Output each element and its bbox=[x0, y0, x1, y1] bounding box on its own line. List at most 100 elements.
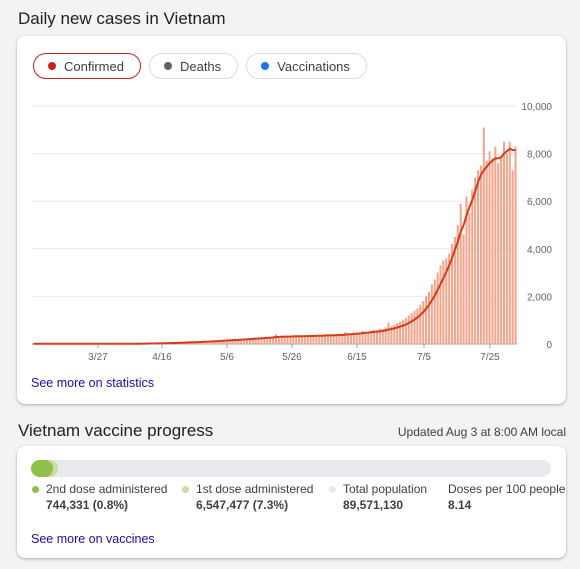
bar bbox=[277, 337, 280, 344]
bar bbox=[404, 317, 407, 344]
bar bbox=[367, 332, 370, 344]
bar bbox=[228, 339, 231, 344]
bar bbox=[338, 334, 341, 344]
bar bbox=[315, 334, 318, 344]
x-tick-label: 5/6 bbox=[220, 352, 234, 363]
bar bbox=[202, 341, 205, 344]
bar bbox=[237, 339, 240, 344]
bar bbox=[462, 234, 465, 344]
cases-chart[interactable]: 10,000 8,000 6,000 4,000 2,000 0 3/27 4/16 5/6 5/… bbox=[17, 98, 566, 368]
vaccines-link[interactable]: See more on vaccines bbox=[31, 532, 155, 546]
legend-first-dose-label: 1st dose administered bbox=[196, 482, 314, 496]
bar bbox=[433, 279, 436, 344]
tab-vaccinations-label: Vaccinations bbox=[277, 58, 350, 74]
vaccine-progress-bar bbox=[31, 460, 551, 477]
bar bbox=[393, 324, 396, 344]
bar bbox=[214, 340, 217, 344]
bar bbox=[321, 335, 324, 344]
bar bbox=[283, 336, 286, 344]
bar bbox=[352, 332, 355, 344]
bar bbox=[269, 338, 272, 344]
x-tick-label: 6/15 bbox=[347, 352, 367, 363]
bar bbox=[303, 335, 306, 344]
legend-second-dose: 2nd dose administered 744,331 (0.8%) bbox=[32, 482, 167, 512]
bar bbox=[344, 332, 347, 344]
bar bbox=[390, 326, 393, 344]
bar bbox=[347, 333, 350, 344]
bar bbox=[272, 336, 275, 344]
bar bbox=[295, 336, 298, 344]
bar bbox=[222, 340, 225, 344]
bar bbox=[471, 189, 474, 344]
tab-deaths-label: Deaths bbox=[179, 58, 222, 74]
bar bbox=[482, 127, 485, 344]
bar bbox=[491, 158, 494, 344]
bar bbox=[251, 338, 254, 344]
legend-second-dose-value: 744,331 (0.8%) bbox=[46, 498, 129, 512]
bar bbox=[375, 330, 378, 344]
bar bbox=[286, 336, 289, 344]
bar bbox=[309, 335, 312, 344]
metric-tabs: Confirmed Deaths Vaccinations bbox=[33, 53, 367, 79]
population-dot-icon bbox=[329, 485, 336, 493]
bar bbox=[399, 321, 402, 344]
legend-doses-per-100: Doses per 100 people 8.14 bbox=[448, 482, 565, 512]
bar bbox=[439, 265, 442, 344]
y-tick-label: 0 bbox=[546, 340, 552, 351]
bar bbox=[427, 291, 430, 344]
cases-card: Confirmed Deaths Vaccinations 10,000 8,00… bbox=[17, 36, 566, 404]
bar bbox=[413, 310, 416, 344]
bar bbox=[453, 236, 456, 344]
bar bbox=[240, 339, 243, 344]
bar bbox=[511, 170, 514, 344]
bar bbox=[401, 320, 404, 344]
tab-vaccinations[interactable]: Vaccinations bbox=[246, 53, 367, 79]
bar bbox=[298, 336, 301, 344]
tab-deaths[interactable]: Deaths bbox=[148, 53, 239, 79]
deaths-dot-icon bbox=[163, 62, 172, 70]
bar bbox=[468, 213, 471, 344]
bar bbox=[387, 322, 390, 344]
bar bbox=[254, 337, 257, 344]
vaccine-section-title: Vietnam vaccine progress bbox=[18, 421, 214, 440]
tab-confirmed[interactable]: Confirmed bbox=[33, 53, 141, 79]
bar bbox=[456, 225, 459, 344]
y-tick-label: 4,000 bbox=[527, 245, 552, 256]
first-dose-dot-icon bbox=[182, 485, 189, 493]
y-tick-label: 2,000 bbox=[527, 292, 552, 303]
bar bbox=[445, 258, 448, 344]
cases-section-title: Daily new cases in Vietnam bbox=[18, 9, 226, 28]
bar bbox=[292, 335, 295, 344]
bar bbox=[211, 340, 214, 344]
vaccinations-dot-icon bbox=[261, 62, 270, 70]
vaccine-card: 2nd dose administered 744,331 (0.8%) 1st… bbox=[17, 446, 566, 558]
bar bbox=[448, 253, 451, 344]
bar bbox=[500, 155, 503, 344]
bar bbox=[349, 333, 353, 344]
bar bbox=[248, 339, 251, 344]
statistics-link[interactable]: See more on statistics bbox=[31, 376, 154, 390]
bar bbox=[430, 284, 433, 344]
bar bbox=[318, 335, 321, 344]
bar bbox=[220, 340, 223, 344]
legend-population-value: 89,571,130 bbox=[343, 498, 404, 512]
bar bbox=[324, 334, 327, 344]
x-tick-label: 5/26 bbox=[282, 352, 302, 363]
bar bbox=[502, 141, 506, 344]
bar bbox=[257, 338, 260, 344]
bar bbox=[329, 334, 332, 344]
second-dose-dot-icon bbox=[32, 485, 39, 493]
bar bbox=[225, 340, 228, 344]
bar bbox=[497, 163, 500, 344]
x-tick-label: 3/27 bbox=[88, 352, 108, 363]
bar bbox=[326, 335, 329, 344]
confirmed-dot-icon bbox=[48, 62, 56, 70]
bar bbox=[208, 341, 211, 344]
bar bbox=[312, 336, 315, 344]
bar bbox=[436, 272, 439, 344]
bar bbox=[332, 335, 335, 344]
bar bbox=[361, 330, 364, 344]
bar bbox=[494, 146, 497, 344]
legend-second-dose-label: 2nd dose administered bbox=[46, 482, 168, 496]
bar bbox=[358, 332, 361, 344]
